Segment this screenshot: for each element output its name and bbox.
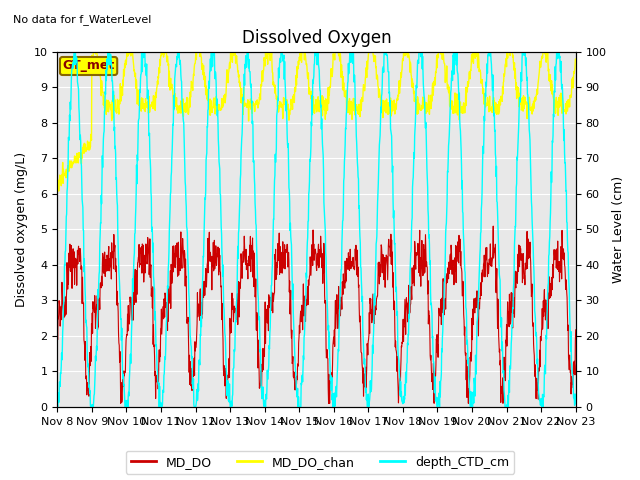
Y-axis label: Dissolved oxygen (mg/L): Dissolved oxygen (mg/L)	[15, 152, 28, 307]
Legend: MD_DO, MD_DO_chan, depth_CTD_cm: MD_DO, MD_DO_chan, depth_CTD_cm	[126, 451, 514, 474]
Text: GT_met: GT_met	[63, 60, 115, 72]
Text: No data for f_WaterLevel: No data for f_WaterLevel	[13, 14, 151, 25]
Y-axis label: Water Level (cm): Water Level (cm)	[612, 176, 625, 283]
Title: Dissolved Oxygen: Dissolved Oxygen	[242, 29, 391, 48]
